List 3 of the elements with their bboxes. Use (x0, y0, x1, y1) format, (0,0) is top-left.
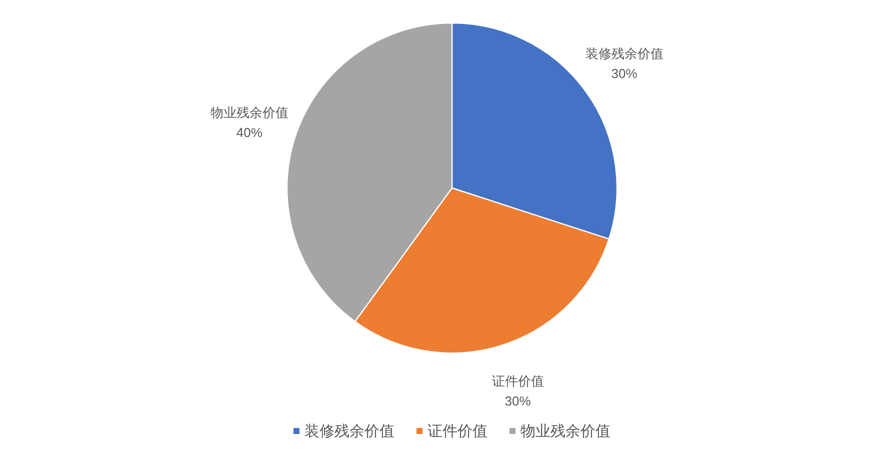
legend-label: 物业残余价值 (520, 423, 610, 440)
legend-label: 装修残余价值 (304, 423, 394, 440)
legend-label: 证件价值 (428, 423, 488, 440)
